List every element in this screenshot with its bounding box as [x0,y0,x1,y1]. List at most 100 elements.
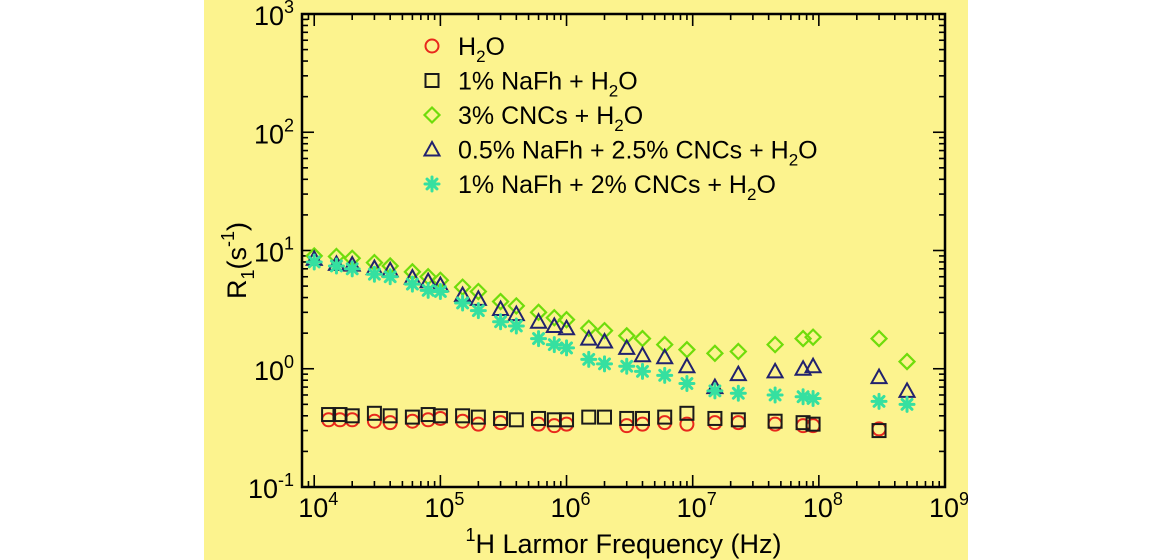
data-point [729,364,748,382]
legend-marker [423,175,441,193]
legend-marker [422,105,442,125]
data-point [767,413,783,429]
y-tick-label: 102 [254,115,294,149]
legend-label: 3% CNCs + H2O [458,102,643,135]
data-point [366,413,382,429]
data-point [581,409,597,425]
series-4 [305,253,916,413]
data-point [545,316,564,333]
legend-label: 1% NaFh + H2O [458,68,638,101]
data-point [343,260,361,278]
legend-marker [424,38,440,54]
data-point [633,329,652,348]
data-point [579,319,598,338]
data-point [507,317,525,335]
series-3 [305,249,917,398]
data-point [469,282,488,301]
data-point [595,331,614,349]
data-point [557,318,576,336]
x-tick-label: 104 [298,489,338,523]
data-point [455,413,471,429]
data-point [679,416,695,432]
data-point [678,375,696,393]
legend-marker [424,73,440,88]
y-axis-title: R1(s-1) [218,222,258,299]
data-point [619,410,635,426]
legend-marker [422,139,442,157]
data-point [404,413,420,429]
data-point [705,344,724,363]
data-point [545,308,564,327]
data-point [305,253,323,271]
data-point [580,350,598,368]
data-point [470,409,486,425]
y-tick-label: 103 [254,0,294,31]
data-point [431,283,449,301]
data-point [634,410,650,426]
data-point [706,382,724,400]
data-point [655,335,674,354]
data-point [803,356,823,374]
x-tick-label: 108 [803,489,843,523]
data-point [633,345,652,363]
data-point [805,416,821,432]
data-point [491,292,510,311]
data-point [321,407,337,423]
data-point [657,409,673,425]
data-point [596,355,614,373]
y-tick-label: 10-1 [248,470,294,504]
data-point [656,366,674,384]
data-point [531,410,547,426]
legend-label: H2O [458,33,505,66]
data-point [618,357,636,375]
data-point [707,415,723,431]
data-point [469,302,487,320]
data-point [327,257,345,275]
data-point [507,296,526,315]
data-point [404,409,420,425]
chart-panel: 104 105 106 107 108 109 10-1 100 101 102 103 H2O 1%… [204,0,968,560]
data-point [508,412,524,428]
data-point [869,329,889,348]
data-point [617,326,636,345]
data-point [382,408,398,424]
data-point [403,275,421,293]
data-point [545,336,563,354]
data-point [633,362,651,380]
data-point [679,405,695,421]
data-point [898,395,916,413]
data-point [655,347,674,365]
data-point [419,281,437,299]
data-point [897,381,917,398]
data-point [595,321,614,340]
data-point [677,340,696,359]
y-tick-label: 101 [254,234,294,268]
data-point [529,312,548,329]
series-2 [305,246,917,371]
data-point [454,294,472,312]
data-point [365,265,383,283]
x-axis-title: 1H Larmor Frequency (Hz) [465,525,781,559]
data-point [707,410,723,426]
y-tick-label: 100 [254,352,294,386]
data-point [557,310,576,329]
data-point [344,408,360,424]
data-point [897,352,917,371]
data-point [804,390,822,408]
data-point [765,361,785,379]
data-point [766,386,784,404]
data-point [530,330,548,348]
x-tick-label: 105 [424,489,464,523]
data-point [420,412,436,428]
data-point [794,388,812,406]
data-point [558,339,576,357]
x-tick-label: 109 [929,489,968,523]
data-point [729,384,747,402]
series-1 [321,405,887,439]
data-point [677,356,697,374]
data-point [493,410,509,426]
data-point [804,328,823,347]
data-point [432,408,448,424]
data-point [597,409,613,425]
